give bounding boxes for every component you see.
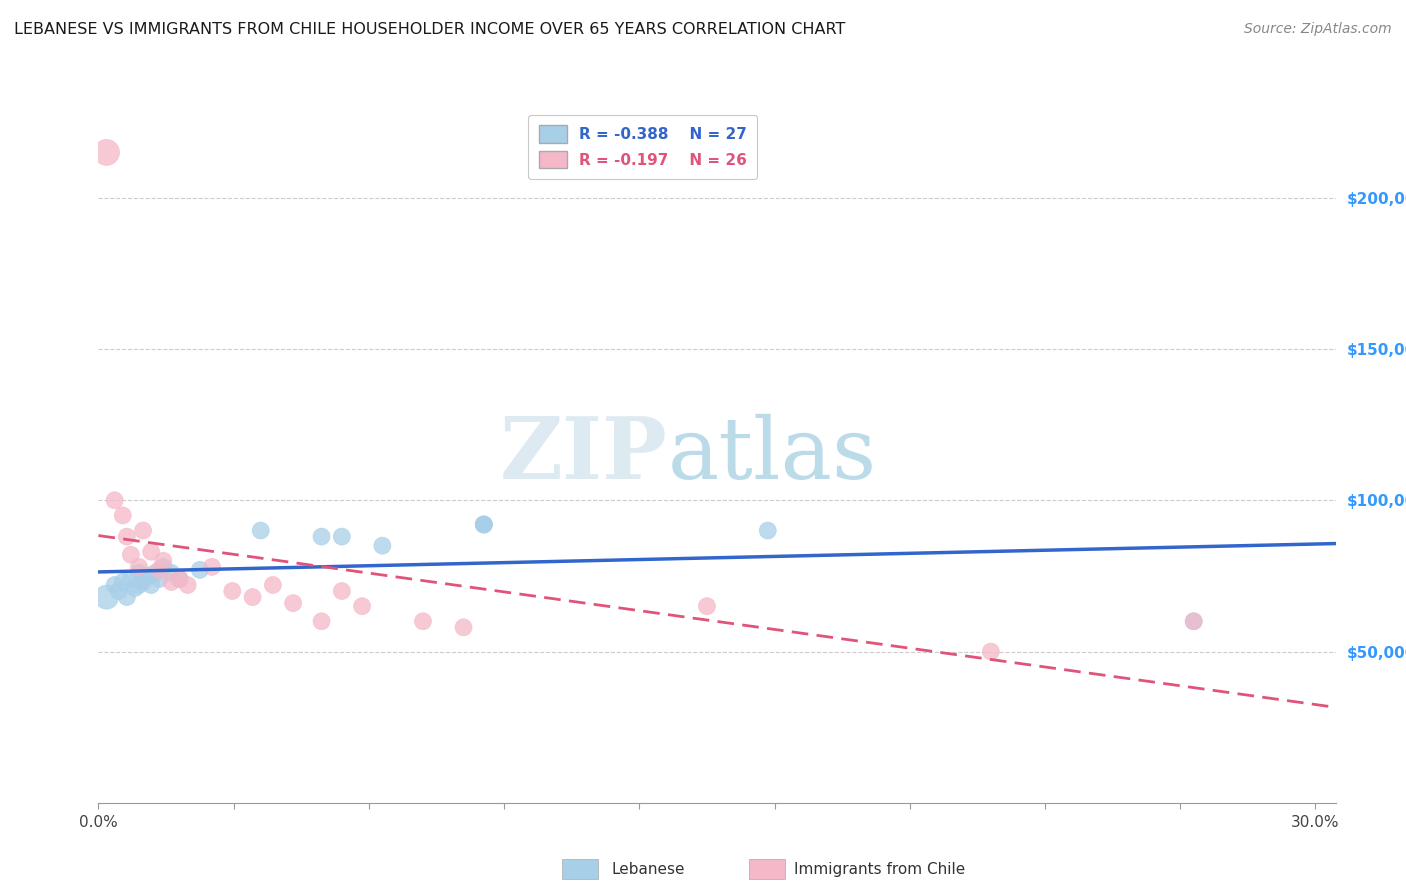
Point bbox=[128, 559, 150, 574]
Point bbox=[136, 569, 159, 583]
Point bbox=[148, 563, 170, 577]
Point bbox=[120, 548, 142, 562]
Point bbox=[152, 559, 174, 574]
Point bbox=[472, 517, 495, 532]
Y-axis label: Householder Income Over 65 years: Householder Income Over 65 years bbox=[0, 333, 7, 577]
Point bbox=[132, 524, 155, 538]
Point bbox=[107, 584, 129, 599]
Point bbox=[1182, 615, 1205, 629]
Point bbox=[104, 578, 127, 592]
Point bbox=[132, 574, 155, 589]
Point bbox=[115, 530, 138, 544]
Text: LEBANESE VS IMMIGRANTS FROM CHILE HOUSEHOLDER INCOME OVER 65 YEARS CORRELATION C: LEBANESE VS IMMIGRANTS FROM CHILE HOUSEH… bbox=[14, 22, 845, 37]
Point bbox=[128, 578, 150, 592]
Point bbox=[96, 590, 118, 604]
Point bbox=[221, 584, 243, 599]
Point bbox=[188, 563, 211, 577]
Text: Lebanese: Lebanese bbox=[612, 863, 685, 877]
Text: atlas: atlas bbox=[668, 413, 877, 497]
Text: Immigrants from Chile: Immigrants from Chile bbox=[794, 863, 966, 877]
Point bbox=[281, 596, 304, 610]
Point bbox=[330, 530, 353, 544]
Point bbox=[330, 584, 353, 599]
Point bbox=[311, 615, 333, 629]
Point bbox=[472, 517, 495, 532]
Point bbox=[160, 574, 183, 589]
Point bbox=[1182, 615, 1205, 629]
Legend: R = -0.388    N = 27, R = -0.197    N = 26: R = -0.388 N = 27, R = -0.197 N = 26 bbox=[529, 115, 758, 179]
Point bbox=[111, 508, 134, 523]
Point bbox=[262, 578, 284, 592]
Point bbox=[201, 559, 224, 574]
Point bbox=[169, 572, 191, 586]
Point bbox=[148, 572, 170, 586]
Point bbox=[120, 572, 142, 586]
Point bbox=[141, 578, 163, 592]
Point bbox=[160, 566, 183, 580]
Point bbox=[412, 615, 434, 629]
Text: ZIP: ZIP bbox=[499, 413, 668, 497]
Point bbox=[352, 599, 374, 614]
Point bbox=[104, 493, 127, 508]
Point bbox=[124, 581, 146, 595]
Point bbox=[176, 578, 198, 592]
Point bbox=[169, 572, 191, 586]
Point bbox=[472, 517, 495, 532]
Point bbox=[696, 599, 718, 614]
Point bbox=[242, 590, 264, 604]
Point bbox=[980, 644, 1002, 658]
Point bbox=[96, 145, 118, 160]
Point bbox=[111, 574, 134, 589]
Point bbox=[453, 620, 475, 634]
Point bbox=[371, 539, 394, 553]
Point bbox=[143, 566, 166, 580]
Point bbox=[128, 566, 150, 580]
Point bbox=[115, 590, 138, 604]
Point bbox=[249, 524, 271, 538]
Point bbox=[141, 545, 163, 559]
Text: Source: ZipAtlas.com: Source: ZipAtlas.com bbox=[1244, 22, 1392, 37]
Point bbox=[756, 524, 779, 538]
Point bbox=[311, 530, 333, 544]
Point bbox=[152, 554, 174, 568]
